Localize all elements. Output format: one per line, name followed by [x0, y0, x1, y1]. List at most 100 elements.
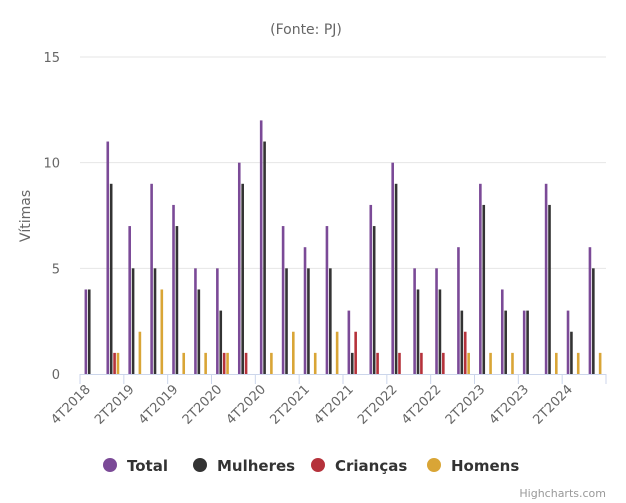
- series-total: [84, 120, 592, 375]
- bar[interactable]: [281, 226, 285, 374]
- legend-item-total[interactable]: Total: [103, 457, 168, 475]
- bar[interactable]: [570, 331, 573, 374]
- bar[interactable]: [197, 289, 201, 374]
- bar[interactable]: [489, 352, 492, 374]
- bar[interactable]: [241, 183, 244, 374]
- x-tick-label: 4T2019: [136, 382, 181, 427]
- bar[interactable]: [204, 352, 207, 374]
- y-tick-label: 10: [43, 157, 60, 172]
- bar[interactable]: [226, 352, 229, 374]
- x-tick-label: 4T2022: [399, 382, 444, 427]
- bar[interactable]: [216, 268, 219, 374]
- bar[interactable]: [438, 289, 442, 374]
- bar[interactable]: [244, 352, 248, 374]
- bar[interactable]: [116, 352, 120, 374]
- bar[interactable]: [548, 204, 551, 374]
- bar[interactable]: [335, 331, 339, 374]
- credits[interactable]: Highcharts.com: [519, 487, 606, 500]
- bar[interactable]: [153, 268, 157, 374]
- bar[interactable]: [270, 352, 273, 374]
- bar[interactable]: [442, 352, 445, 374]
- bar[interactable]: [598, 352, 602, 374]
- bar[interactable]: [394, 183, 398, 374]
- legend-item-mulheres[interactable]: Mulheres: [193, 457, 295, 475]
- bar[interactable]: [416, 289, 420, 374]
- bar[interactable]: [87, 289, 91, 374]
- bar[interactable]: [413, 268, 416, 374]
- bar[interactable]: [219, 310, 223, 374]
- legend-label: Crianças: [335, 457, 407, 475]
- legend-item-homens[interactable]: Homens: [427, 457, 519, 475]
- bar[interactable]: [285, 268, 288, 374]
- bar[interactable]: [329, 268, 332, 374]
- bar[interactable]: [398, 352, 401, 374]
- bar[interactable]: [511, 352, 514, 374]
- bar[interactable]: [160, 289, 164, 374]
- bar[interactable]: [303, 247, 307, 374]
- bar[interactable]: [504, 310, 507, 374]
- legend-marker: [311, 458, 325, 472]
- bar[interactable]: [150, 183, 153, 374]
- bar[interactable]: [113, 352, 116, 374]
- bar[interactable]: [175, 226, 179, 374]
- bar[interactable]: [544, 183, 548, 374]
- x-tick-label: 2T2019: [92, 382, 137, 427]
- bar[interactable]: [347, 310, 351, 374]
- bars: [84, 120, 602, 375]
- bar[interactable]: [259, 120, 263, 375]
- bar[interactable]: [325, 226, 329, 374]
- x-tick-label: 2T2023: [443, 382, 488, 427]
- bar[interactable]: [522, 310, 526, 374]
- bar[interactable]: [182, 352, 186, 374]
- bar[interactable]: [592, 268, 595, 374]
- bar[interactable]: [172, 204, 175, 374]
- bar[interactable]: [420, 352, 423, 374]
- bar[interactable]: [526, 310, 529, 374]
- bar[interactable]: [354, 331, 357, 374]
- x-tick-label: 2T2024: [530, 382, 575, 427]
- bar[interactable]: [84, 289, 88, 374]
- bar[interactable]: [128, 226, 131, 374]
- series-mulheres: [87, 141, 595, 374]
- bar[interactable]: [372, 226, 376, 374]
- bar[interactable]: [482, 204, 486, 374]
- legend-label: Homens: [451, 457, 519, 475]
- bar[interactable]: [457, 247, 460, 374]
- bar[interactable]: [467, 352, 470, 374]
- bar[interactable]: [460, 310, 464, 374]
- bar[interactable]: [138, 331, 142, 374]
- legend-marker: [427, 458, 441, 472]
- bar[interactable]: [222, 352, 226, 374]
- bar[interactable]: [350, 352, 354, 374]
- bar[interactable]: [263, 141, 266, 374]
- bar[interactable]: [109, 183, 113, 374]
- bar[interactable]: [555, 352, 558, 374]
- bar[interactable]: [131, 268, 135, 374]
- bar[interactable]: [369, 204, 373, 374]
- x-tick-label: 4T2023: [487, 382, 532, 427]
- bar[interactable]: [435, 268, 438, 374]
- bar[interactable]: [391, 162, 394, 374]
- bar[interactable]: [500, 289, 504, 374]
- bar[interactable]: [194, 268, 197, 374]
- bar[interactable]: [313, 352, 317, 374]
- legend-item-crianças[interactable]: Crianças: [311, 457, 407, 475]
- x-tick-label: 2T2022: [355, 382, 400, 427]
- bar[interactable]: [566, 310, 570, 374]
- bar[interactable]: [588, 247, 592, 374]
- bar[interactable]: [376, 352, 379, 374]
- legend-label: Total: [127, 457, 168, 475]
- series-homens: [116, 289, 602, 374]
- bar[interactable]: [106, 141, 110, 374]
- x-tick-label: 4T2021: [311, 382, 356, 427]
- bar[interactable]: [463, 331, 467, 374]
- bar[interactable]: [576, 352, 580, 374]
- bar[interactable]: [479, 183, 482, 374]
- bar[interactable]: [307, 268, 310, 374]
- legend: Total Mulheres Crianças Homens: [103, 457, 519, 475]
- legend-marker: [193, 458, 207, 472]
- bar[interactable]: [237, 162, 241, 374]
- bar[interactable]: [292, 331, 295, 374]
- x-axis: 4T20182T20194T20192T20204T20202T20214T20…: [48, 374, 607, 428]
- y-tick-label: 0: [52, 368, 60, 383]
